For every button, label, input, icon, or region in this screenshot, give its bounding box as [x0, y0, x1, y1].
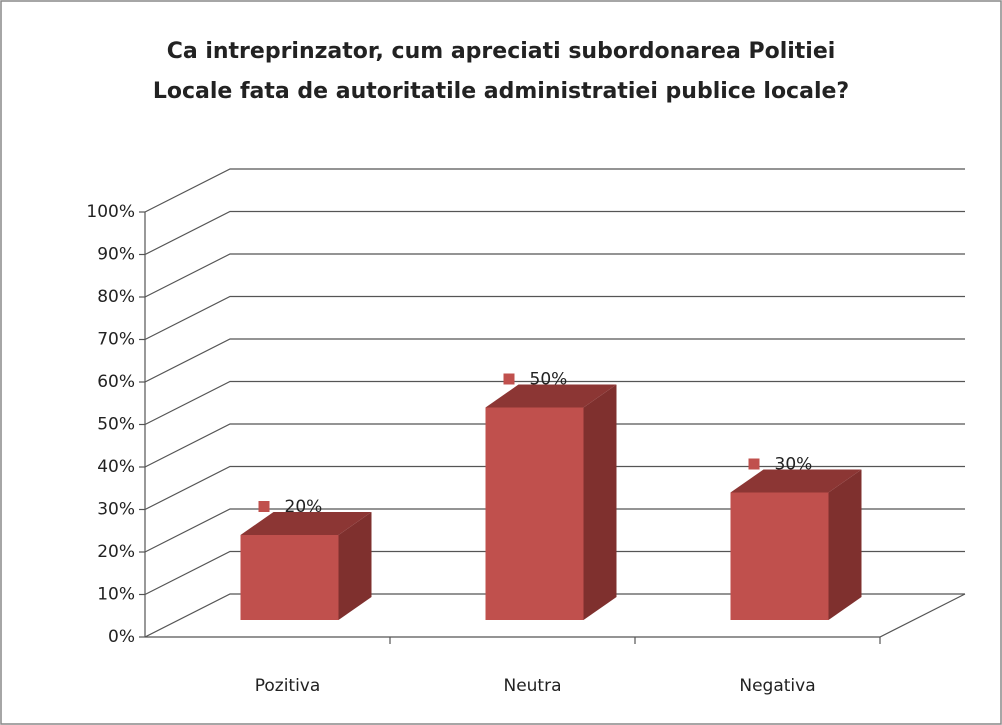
data-label: 50% [530, 370, 568, 390]
grid-line [144, 550, 965, 596]
grid-line [144, 168, 965, 213]
y-tick-label: 50% [97, 415, 135, 435]
chart-title: Ca intreprinzator, cum apreciati subordo… [167, 39, 836, 64]
y-tick-label: 100% [86, 202, 135, 222]
x-tick-label: Neutra [503, 676, 561, 696]
y-tick-label: 40% [97, 457, 135, 477]
bar-top [240, 512, 372, 535]
bar-side [828, 469, 862, 620]
grid-line [144, 380, 965, 426]
grid-line [144, 593, 965, 638]
grid-line [144, 253, 965, 298]
grid-line [144, 423, 965, 468]
label-marker [258, 501, 270, 512]
bar-side [338, 512, 372, 620]
y-tick-label: 0% [108, 627, 135, 647]
chart-title: Locale fata de autoritatile administrati… [153, 79, 849, 104]
bar-top [730, 469, 862, 493]
x-tick-label: Negativa [739, 676, 815, 696]
bar [485, 407, 584, 620]
bar-top [485, 384, 617, 408]
x-tick-label: Pozitiva [255, 676, 321, 696]
bar [730, 492, 829, 620]
label-marker [748, 458, 760, 470]
y-tick-label: 90% [97, 245, 135, 265]
bar [240, 535, 339, 620]
y-tick-label: 10% [97, 585, 135, 605]
y-tick-label: 30% [97, 500, 135, 520]
grid-line [144, 210, 965, 256]
grid-line [144, 295, 965, 341]
y-tick-label: 60% [97, 372, 135, 392]
grid-line [144, 508, 965, 553]
bar-side [583, 384, 617, 620]
y-tick-label: 20% [97, 542, 135, 562]
y-tick-label: 80% [97, 287, 135, 307]
data-label: 20% [285, 497, 323, 517]
label-marker [503, 373, 515, 385]
grid-line [144, 338, 965, 383]
y-tick-label: 70% [97, 330, 135, 350]
grid-line [144, 465, 965, 511]
data-label: 30% [775, 455, 813, 475]
